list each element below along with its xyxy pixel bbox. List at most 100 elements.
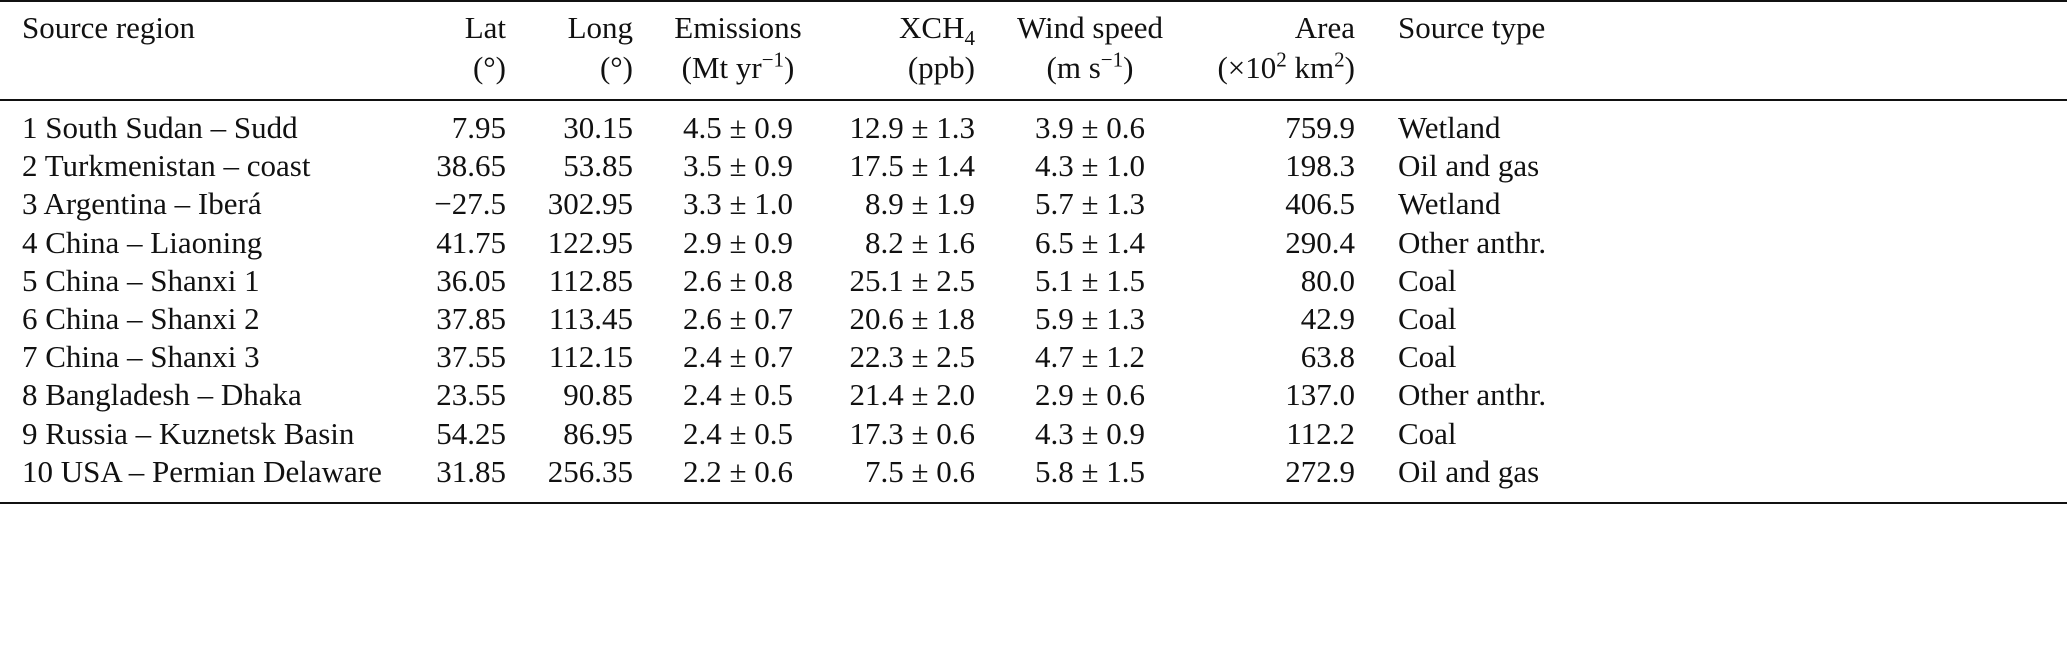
header-text: ) bbox=[1123, 50, 1134, 85]
table-cell: 3.5 ± 0.9 bbox=[682, 148, 794, 184]
table-cell: 406.5 bbox=[1285, 186, 1355, 222]
table-cell: Coal bbox=[1398, 415, 1457, 451]
header-text: (×10 bbox=[1217, 50, 1277, 85]
header-text: (m s bbox=[1046, 50, 1101, 85]
table-cell: 3.9 ± 0.6 bbox=[1034, 110, 1146, 145]
header-text: 2 bbox=[1276, 47, 1287, 72]
table-cell: 22.3 ± 2.5 bbox=[849, 339, 975, 375]
table-cell: 4.7 ± 1.2 bbox=[1034, 339, 1146, 375]
header-cell: Wind speed bbox=[1017, 10, 1163, 46]
table-cell: 122.95 bbox=[547, 224, 633, 260]
table-cell: 80.0 bbox=[1300, 262, 1355, 298]
table-cell: 5.7 ± 1.3 bbox=[1034, 186, 1146, 222]
table-cell: 17.3 ± 0.6 bbox=[849, 415, 975, 451]
header-text: XCH bbox=[899, 10, 965, 45]
table-cell: 5.9 ± 1.3 bbox=[1034, 301, 1146, 336]
table-cell: 7.95 bbox=[451, 110, 506, 145]
bottom-rule bbox=[0, 502, 2067, 504]
table-cell: 8.9 ± 1.9 bbox=[864, 186, 975, 222]
table-cell: 23.55 bbox=[436, 377, 506, 413]
header-cell: (°) bbox=[600, 50, 633, 86]
table-cell: 90.85 bbox=[563, 377, 633, 413]
table-cell: Other anthr. bbox=[1398, 377, 1547, 413]
table-cell: 113.45 bbox=[548, 301, 633, 336]
table-cell: 30.15 bbox=[563, 110, 633, 145]
table-cell: 2.2 ± 0.6 bbox=[682, 453, 794, 489]
header-text: (Mt yr bbox=[681, 50, 762, 85]
table-cell: Wetland bbox=[1398, 110, 1501, 145]
table-cell: 4.3 ± 0.9 bbox=[1034, 415, 1146, 451]
table-cell: 42.9 bbox=[1300, 301, 1355, 336]
table-cell: 198.3 bbox=[1285, 148, 1355, 184]
table-cell: Other anthr. bbox=[1398, 224, 1547, 260]
header-text: Wind speed bbox=[1017, 10, 1163, 45]
table-cell: 10 USA – Permian Delaware bbox=[22, 453, 382, 489]
mid-rule bbox=[0, 99, 2067, 101]
table-cell: Coal bbox=[1398, 262, 1457, 298]
header-cell: (ppb) bbox=[908, 50, 975, 86]
table-cell: 290.4 bbox=[1285, 224, 1355, 260]
table-cell: 37.85 bbox=[436, 301, 506, 336]
table-cell: 112.15 bbox=[548, 339, 633, 375]
table-cell: 31.85 bbox=[436, 453, 506, 489]
table-cell: 12.9 ± 1.3 bbox=[849, 110, 975, 145]
table-cell: 2.4 ± 0.5 bbox=[682, 377, 794, 413]
table-cell: Oil and gas bbox=[1398, 453, 1540, 489]
table-cell: 112.85 bbox=[548, 262, 633, 298]
header-text: Lat bbox=[464, 10, 506, 45]
table-cell: 3.3 ± 1.0 bbox=[682, 186, 794, 222]
table-cell: 302.95 bbox=[547, 186, 633, 222]
table-cell: 112.2 bbox=[1286, 415, 1355, 451]
table-cell: 38.65 bbox=[436, 148, 506, 184]
table-cell: 36.05 bbox=[436, 262, 506, 298]
header-text: −1 bbox=[761, 47, 785, 72]
header-cell: XCH4 bbox=[899, 10, 975, 49]
table-cell: 4.3 ± 1.0 bbox=[1034, 148, 1146, 184]
table-cell: Coal bbox=[1398, 301, 1457, 336]
header-text: km bbox=[1286, 50, 1335, 85]
table-cell: 2.6 ± 0.7 bbox=[682, 301, 794, 336]
table-cell: 25.1 ± 2.5 bbox=[849, 262, 975, 298]
header-text: Source region bbox=[22, 10, 196, 45]
table-cell: 5 China – Shanxi 1 bbox=[22, 262, 260, 298]
table-cell: 1 South Sudan – Sudd bbox=[22, 110, 298, 145]
table-cell: 759.9 bbox=[1285, 110, 1355, 145]
table-cell: 9 Russia – Kuznetsk Basin bbox=[22, 415, 355, 451]
top-rule bbox=[0, 0, 2067, 2]
table-cell: Wetland bbox=[1398, 186, 1501, 222]
table-cell: 137.0 bbox=[1285, 377, 1355, 413]
table-cell: 3 Argentina – Iberá bbox=[22, 186, 262, 222]
header-cell: (×102 km2) bbox=[1217, 47, 1355, 86]
header-cell: Source type bbox=[1398, 10, 1545, 46]
table-cell: 8.2 ± 1.6 bbox=[864, 224, 975, 260]
table-cell: 53.85 bbox=[563, 148, 633, 184]
header-cell: Lat bbox=[465, 10, 506, 46]
header-text: ) bbox=[784, 50, 795, 85]
header-text: (ppb) bbox=[907, 50, 975, 85]
table-cell: 17.5 ± 1.4 bbox=[849, 148, 975, 184]
header-text: 4 bbox=[964, 26, 976, 51]
table-cell: 7 China – Shanxi 3 bbox=[22, 339, 260, 375]
header-text: (°) bbox=[472, 50, 506, 85]
table-cell: 2.9 ± 0.6 bbox=[1034, 377, 1146, 413]
table-cell: 6.5 ± 1.4 bbox=[1034, 224, 1146, 260]
header-text: Area bbox=[1294, 10, 1355, 45]
table-cell: 2.4 ± 0.5 bbox=[682, 415, 794, 451]
table-cell: 2 Turkmenistan – coast bbox=[22, 148, 311, 184]
header-cell: Area bbox=[1295, 10, 1355, 46]
table-cell: 63.8 bbox=[1300, 339, 1355, 375]
header-text: (°) bbox=[599, 50, 633, 85]
header-text: −1 bbox=[1100, 47, 1124, 72]
table-cell: −27.5 bbox=[434, 186, 506, 222]
header-text: ) bbox=[1344, 50, 1355, 85]
table-cell: 2.4 ± 0.7 bbox=[682, 339, 794, 375]
table-cell: 256.35 bbox=[547, 453, 633, 489]
table-cell: 86.95 bbox=[563, 415, 633, 451]
table-cell: 8 Bangladesh – Dhaka bbox=[22, 377, 302, 413]
table-cell: Coal bbox=[1398, 339, 1457, 375]
table-cell: 4 China – Liaoning bbox=[22, 224, 263, 260]
table-cell: 4.5 ± 0.9 bbox=[682, 110, 794, 145]
header-text: Source type bbox=[1398, 10, 1546, 45]
header-cell: Emissions bbox=[674, 10, 801, 46]
